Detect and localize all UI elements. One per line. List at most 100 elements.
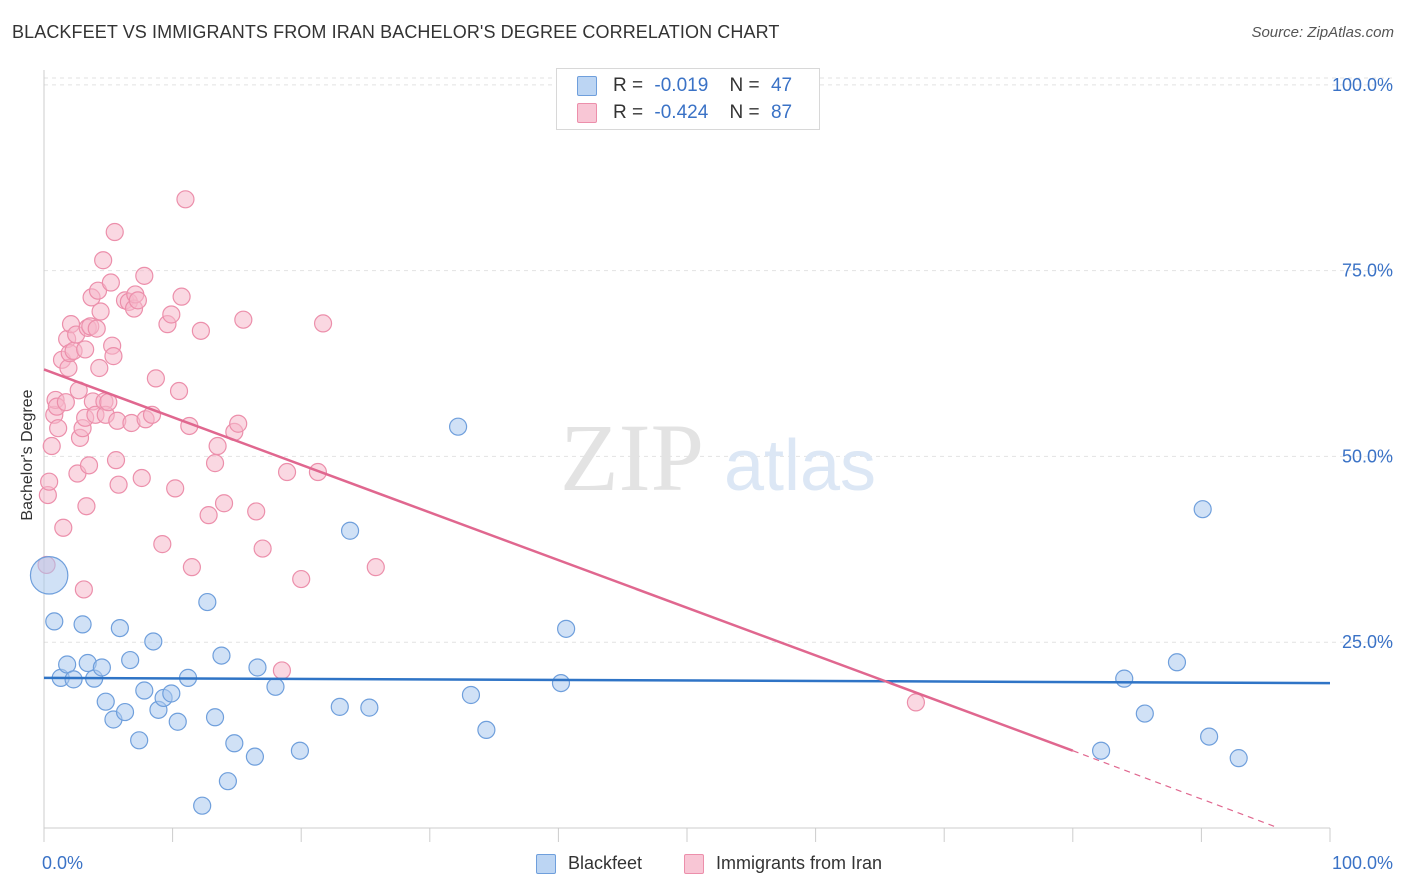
iran-point xyxy=(76,340,95,359)
iran-point xyxy=(153,535,172,554)
chart-title: BLACKFEET VS IMMIGRANTS FROM IRAN BACHEL… xyxy=(12,22,780,42)
blackfeet-point xyxy=(225,734,244,753)
bottom-legend-iran-label: Immigrants from Iran xyxy=(716,853,883,873)
blackfeet-point xyxy=(144,632,163,651)
iran-point xyxy=(106,451,126,470)
blackfeet-point xyxy=(1193,500,1212,519)
y-tick-label: 50.0% xyxy=(1342,446,1393,466)
iran-point xyxy=(208,436,227,456)
y-tick-label: 75.0% xyxy=(1342,261,1393,281)
blackfeet-point xyxy=(557,619,576,638)
trend-lines xyxy=(43,368,1331,829)
blackfeet-point xyxy=(205,708,225,727)
blackfeet-point xyxy=(168,712,187,731)
x-tick-label: 0.0% xyxy=(42,853,83,873)
iran-point xyxy=(172,287,191,306)
iran-point xyxy=(366,558,385,577)
iran-point xyxy=(91,302,110,321)
blackfeet-point xyxy=(64,670,83,689)
legend-swatch-pink xyxy=(577,103,597,123)
blackfeet-point xyxy=(121,650,140,670)
iran-point xyxy=(313,314,333,333)
blackfeet-point xyxy=(96,692,115,711)
iran-point xyxy=(104,347,123,366)
iran-point xyxy=(229,414,248,433)
iran-point xyxy=(90,358,109,378)
bottom-swatch-blue xyxy=(536,854,556,874)
blackfeet-point xyxy=(1091,741,1111,760)
iran-points xyxy=(37,190,926,712)
iran-point xyxy=(79,456,99,475)
blackfeet-point xyxy=(1135,704,1154,723)
watermark-atlas: atlas xyxy=(724,426,876,506)
blackfeet-point xyxy=(461,685,481,705)
iran-point xyxy=(88,281,108,300)
legend-r-value: -0.019 xyxy=(654,75,709,96)
blackfeet-point xyxy=(340,521,360,540)
blackfeet-trend-line xyxy=(43,676,1331,685)
blackfeet-point xyxy=(29,556,69,595)
iran-point xyxy=(176,190,195,209)
blackfeet-point xyxy=(193,796,212,815)
iran-point xyxy=(105,222,124,242)
iran-point xyxy=(277,462,297,482)
bottom-swatch-pink xyxy=(684,854,704,874)
blackfeet-point xyxy=(162,684,181,703)
iran-point xyxy=(906,693,926,712)
iran-point xyxy=(42,436,61,456)
iran-trend-extension xyxy=(1072,750,1279,829)
iran-point xyxy=(214,494,234,513)
blackfeet-point xyxy=(115,702,135,722)
y-tick-label: 25.0% xyxy=(1342,632,1393,652)
blackfeet-point xyxy=(198,592,217,612)
iran-point xyxy=(205,454,225,473)
blackfeet-point xyxy=(245,747,265,766)
blackfeet-point xyxy=(73,615,92,634)
legend-n-value: 87 xyxy=(770,102,793,123)
iran-point xyxy=(292,569,311,589)
blackfeet-point xyxy=(1229,749,1248,768)
iran-point xyxy=(77,497,96,516)
iran-point xyxy=(128,291,147,310)
y-tick-label: 100.0% xyxy=(1332,75,1393,95)
iran-point xyxy=(272,661,292,680)
iran-point xyxy=(162,305,181,324)
legend-n-label: N = xyxy=(729,75,760,96)
blackfeet-point xyxy=(266,677,285,696)
iran-point xyxy=(49,419,68,438)
legend-n-value: 47 xyxy=(770,75,793,96)
watermark-zip: ZIP xyxy=(560,404,704,511)
blackfeet-point xyxy=(477,720,496,740)
blackfeet-point xyxy=(110,618,129,638)
blackfeet-points xyxy=(29,417,1248,815)
iran-point xyxy=(101,273,120,292)
blackfeet-point xyxy=(1200,727,1219,746)
x-tick-label: 100.0% xyxy=(1332,853,1393,873)
blackfeet-point xyxy=(551,673,571,693)
blackfeet-point xyxy=(218,772,237,791)
tick-labels: 25.0% 50.0% 75.0% 100.0% 0.0% 100.0% xyxy=(42,75,1393,873)
blackfeet-point xyxy=(1115,669,1134,688)
blackfeet-point xyxy=(448,417,468,436)
iran-point xyxy=(109,475,128,494)
iran-point xyxy=(146,369,165,388)
blackfeet-point xyxy=(290,741,310,760)
iran-point xyxy=(94,251,113,270)
blackfeet-point xyxy=(1167,653,1187,672)
blackfeet-point xyxy=(92,658,111,677)
blackfeet-point xyxy=(212,646,231,665)
iran-point xyxy=(247,502,266,521)
blackfeet-point xyxy=(360,698,379,717)
iran-point xyxy=(199,506,218,525)
iran-trend-line xyxy=(43,368,1074,752)
bottom-legend-blackfeet-label: Blackfeet xyxy=(568,853,643,873)
blackfeet-point xyxy=(135,681,154,700)
iran-point xyxy=(234,310,253,329)
iran-point xyxy=(191,321,210,340)
iran-point xyxy=(182,558,201,577)
iran-point xyxy=(56,393,75,412)
grid-lines xyxy=(44,77,1394,643)
correlation-legend: R = -0.019 N = 47 R = -0.424 N = 87 xyxy=(556,68,820,130)
iran-point xyxy=(169,381,189,401)
